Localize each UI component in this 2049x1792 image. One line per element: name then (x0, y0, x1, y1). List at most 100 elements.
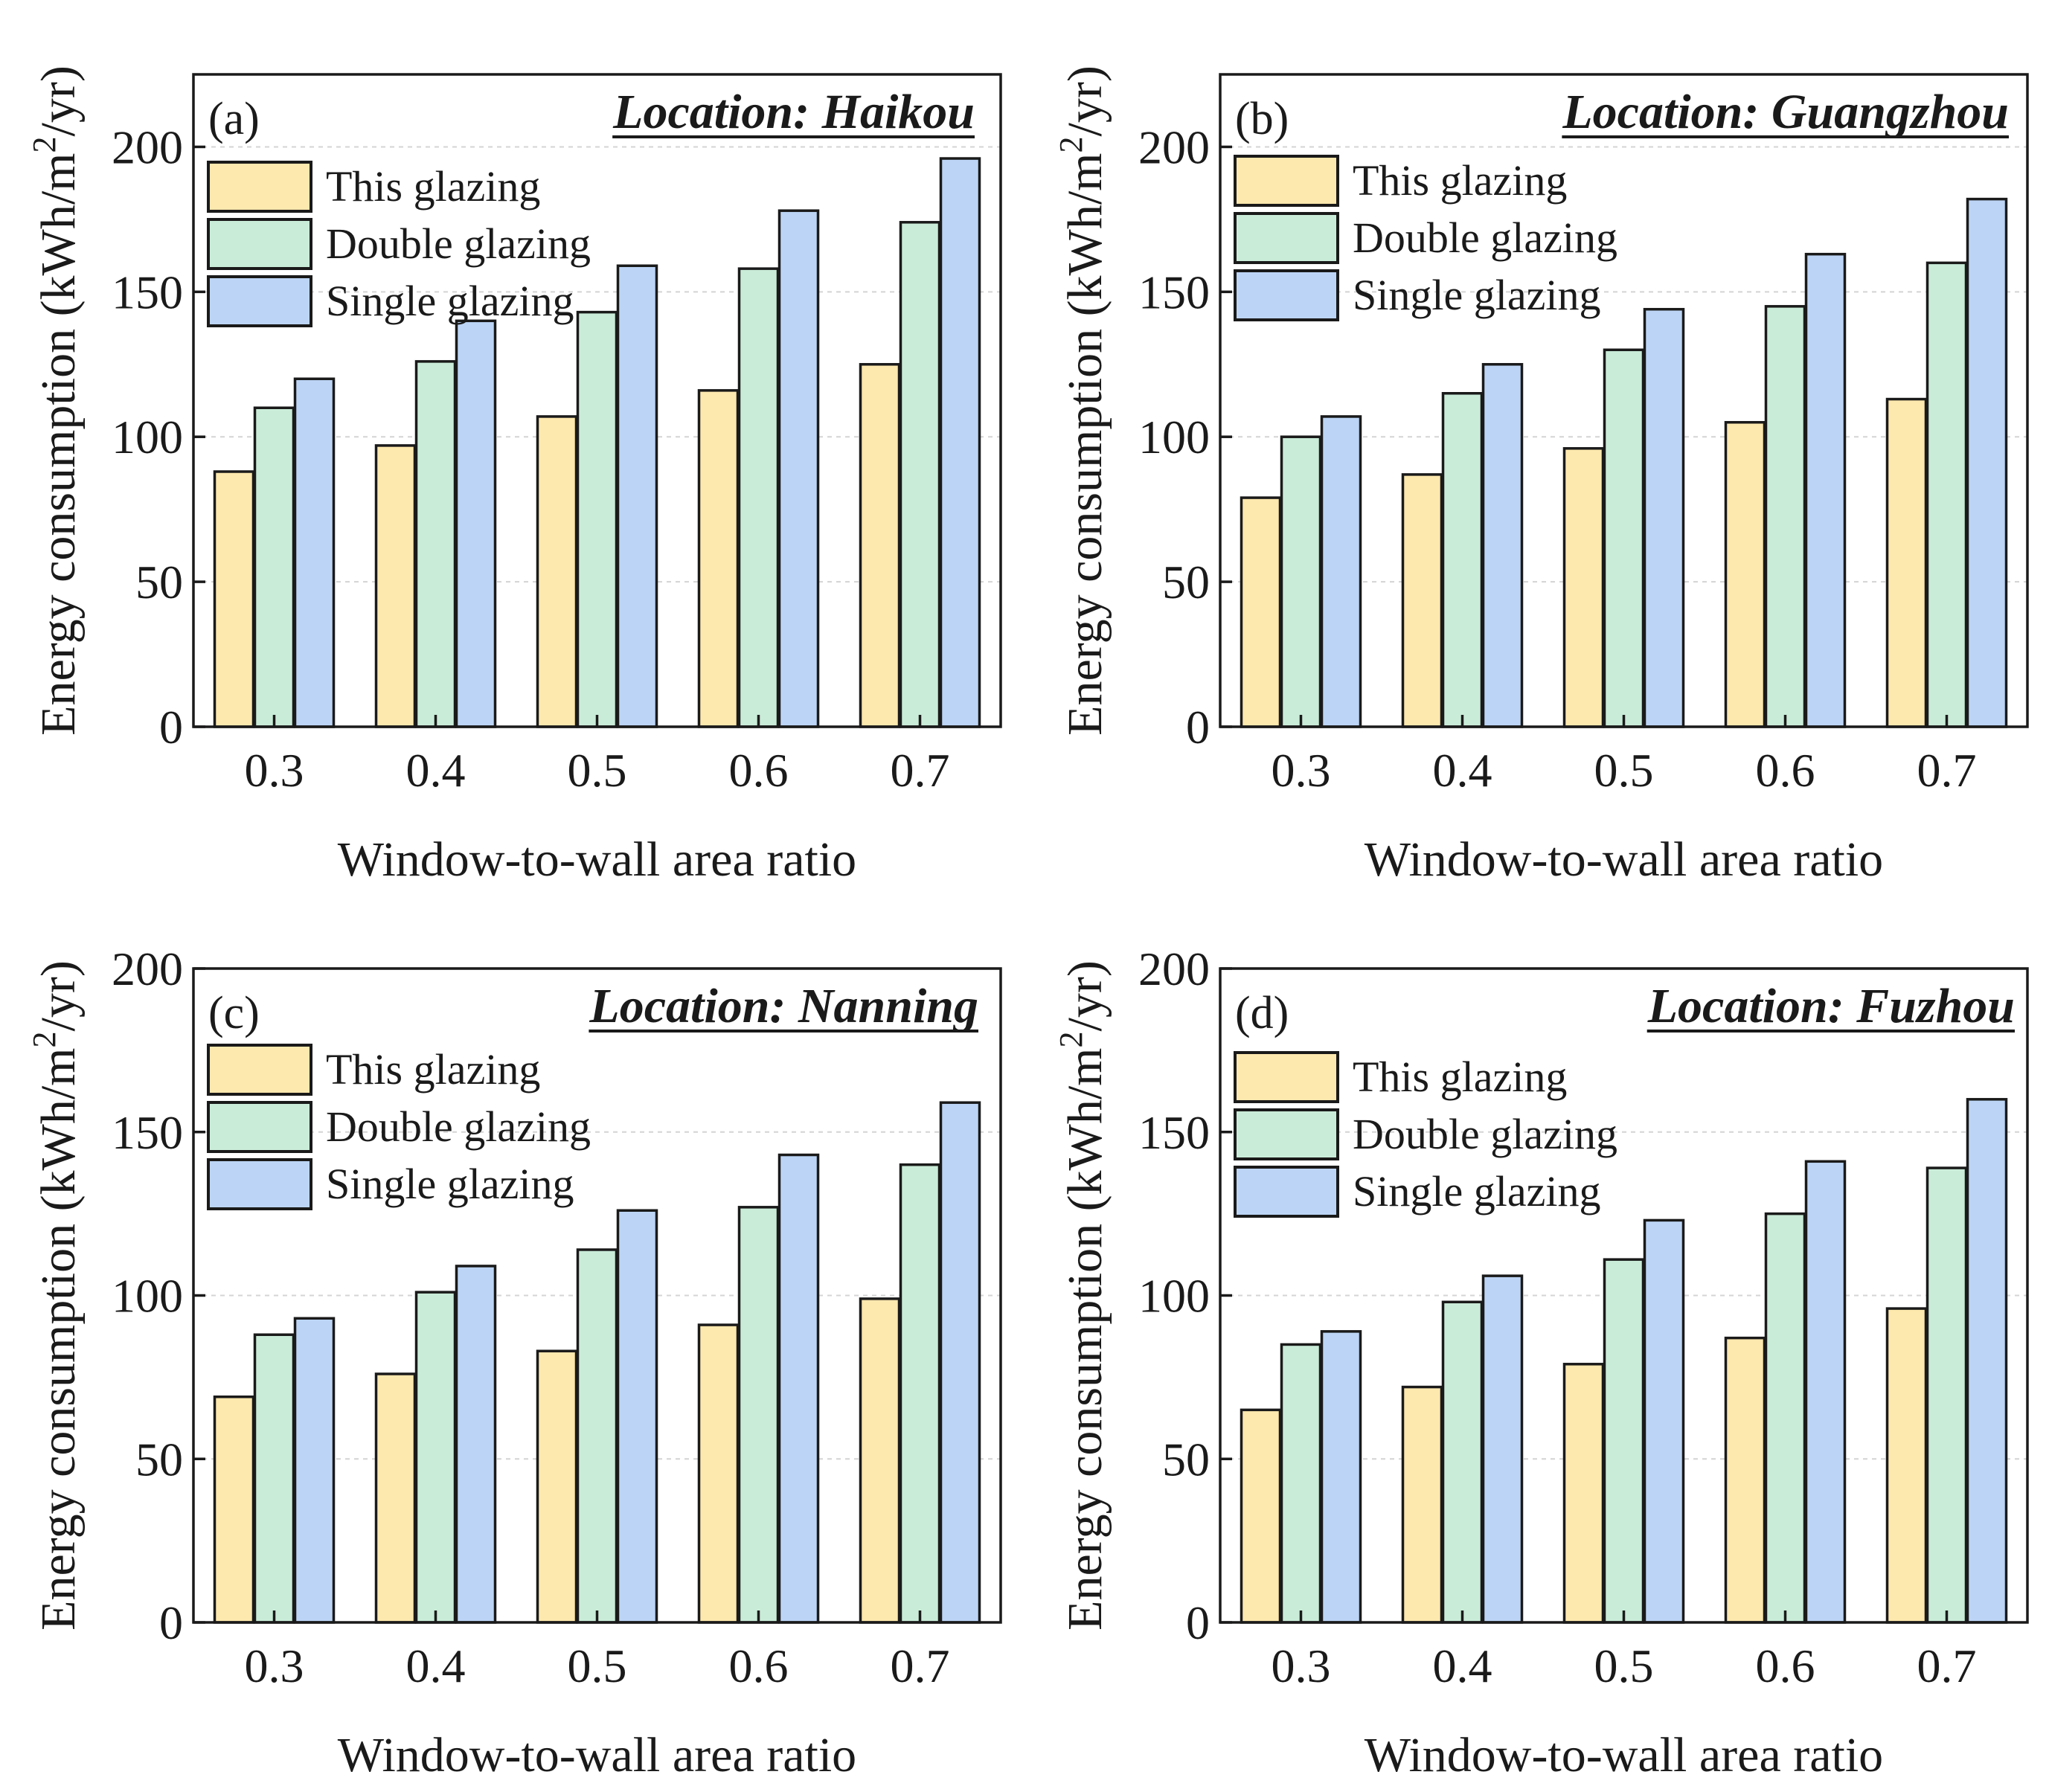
legend-label: This glazing (326, 1045, 540, 1093)
bar (1804, 252, 1847, 728)
bar (1643, 307, 1685, 728)
bar (1320, 1330, 1362, 1624)
panel-b: 0 50 100 150 200 0.3 0.4 0.5 0.6 0.7 Window-to-wal… (1053, 65, 2029, 887)
bar (616, 1209, 658, 1624)
x-tick-label: 0.5 (568, 1640, 627, 1692)
legend-label: This glazing (1353, 156, 1567, 205)
y-axis-title-main: Energy consumption (kWh/m (1058, 152, 1112, 735)
bar (576, 1248, 618, 1624)
bar (1764, 1212, 1806, 1624)
panel-d: 0 50 100 150 200 0.3 0.4 0.5 0.6 0.7 Window-to-wal… (1053, 942, 2029, 1782)
legend-swatch (1234, 269, 1339, 321)
x-tick-label: 0.3 (245, 1640, 304, 1692)
bar (536, 1349, 578, 1624)
bar (1885, 397, 1928, 728)
bar (213, 470, 255, 728)
panel-label: (b) (1235, 94, 1289, 144)
bar (1240, 496, 1282, 728)
panel-c: 0 50 100 150 200 0.3 0.4 0.5 0.6 0.7 Window-to-wal… (26, 942, 1002, 1782)
legend-label: Double glazing (326, 1102, 591, 1151)
bar (414, 1291, 457, 1624)
y-axis-title-unit: /yr) (1058, 960, 1112, 1031)
location-title: Location: Nanning (589, 979, 978, 1033)
bar (293, 1317, 336, 1624)
x-tick-label: 0.7 (891, 744, 950, 797)
y-tick-label: 100 (1138, 1270, 1210, 1323)
y-tick-label: 0 (159, 1596, 183, 1649)
bar (1764, 305, 1806, 728)
y-axis-title-unit: /yr) (1058, 65, 1112, 136)
y-tick-label: 150 (112, 266, 183, 318)
legend-swatch (207, 275, 312, 327)
legend-label: Double glazing (1353, 213, 1617, 262)
location-title: Location: Guangzhou (1562, 85, 2009, 139)
bar (777, 1153, 820, 1624)
x-tick-label: 0.5 (568, 744, 627, 797)
x-tick-label: 0.3 (1272, 1640, 1331, 1692)
bar (1240, 1408, 1282, 1624)
bar (1724, 420, 1766, 728)
legend-swatch (207, 1044, 312, 1096)
bar (1320, 415, 1362, 728)
bar (1481, 1274, 1524, 1624)
y-axis-title: Energy consumption (kWh/m2/yr) (26, 65, 86, 736)
y-axis-title-unit: /yr) (31, 65, 86, 136)
legend-swatch (1234, 1108, 1339, 1160)
x-tick-label: 0.4 (406, 744, 466, 797)
bar (1562, 1363, 1605, 1624)
bar (1401, 473, 1443, 728)
panel-label: (d) (1235, 988, 1289, 1038)
legend-label: Single glazing (326, 1160, 574, 1208)
bar (1280, 435, 1322, 728)
location-title: Location: Fuzhou (1647, 979, 2015, 1033)
y-tick-label: 200 (1138, 942, 1210, 995)
bar (253, 1333, 295, 1624)
bar (213, 1395, 255, 1624)
y-axis-title-superscript: 2 (26, 1031, 62, 1047)
bar (1966, 1098, 2008, 1624)
bar (939, 157, 981, 728)
bar (697, 1323, 740, 1624)
bar (777, 209, 820, 728)
x-tick-label: 0.7 (891, 1640, 950, 1692)
x-tick-label: 0.4 (406, 1640, 466, 1692)
bar (1441, 1300, 1484, 1624)
legend-label: Single glazing (326, 277, 574, 325)
bar (293, 377, 336, 728)
legend-swatch (207, 1101, 312, 1153)
bar (1280, 1343, 1322, 1624)
legend-label: Single glazing (1353, 1167, 1600, 1215)
y-axis-title-unit: /yr) (31, 960, 86, 1031)
x-tick-label: 0.6 (729, 744, 789, 797)
panel-a: 0 50 100 150 200 0.3 0.4 0.5 0.6 0.7 Window-to-wal… (26, 65, 1002, 887)
legend-swatch (207, 161, 312, 213)
y-tick-label: 150 (112, 1106, 183, 1159)
bar (859, 363, 901, 728)
bar (737, 267, 780, 728)
bar (1643, 1218, 1685, 1624)
x-axis-title: Window-to-wall area ratio (338, 832, 856, 887)
bar (1966, 197, 2008, 728)
bar (576, 310, 618, 728)
bar (1603, 348, 1645, 728)
y-tick-label: 50 (135, 1433, 183, 1486)
x-tick-label: 0.6 (1756, 1640, 1815, 1692)
legend-label: This glazing (326, 162, 540, 211)
bar (1925, 261, 1968, 728)
y-axis-title-main: Energy consumption (kWh/m (1058, 1047, 1112, 1630)
y-axis-title-main: Energy consumption (kWh/m (31, 152, 86, 735)
bar (374, 1372, 417, 1624)
bar (899, 221, 941, 728)
bar (414, 360, 457, 728)
y-tick-label: 0 (1186, 1596, 1210, 1649)
x-tick-label: 0.7 (1917, 744, 1977, 797)
bar (374, 444, 417, 728)
y-tick-label: 50 (1162, 1433, 1210, 1486)
y-tick-label: 100 (112, 411, 183, 463)
y-tick-label: 150 (1138, 1106, 1210, 1159)
x-axis-title: Window-to-wall area ratio (338, 1728, 856, 1782)
x-tick-label: 0.7 (1917, 1640, 1977, 1692)
bar (1603, 1258, 1645, 1624)
y-axis-title-main: Energy consumption (kWh/m (31, 1047, 86, 1630)
y-tick-label: 0 (1186, 701, 1210, 754)
